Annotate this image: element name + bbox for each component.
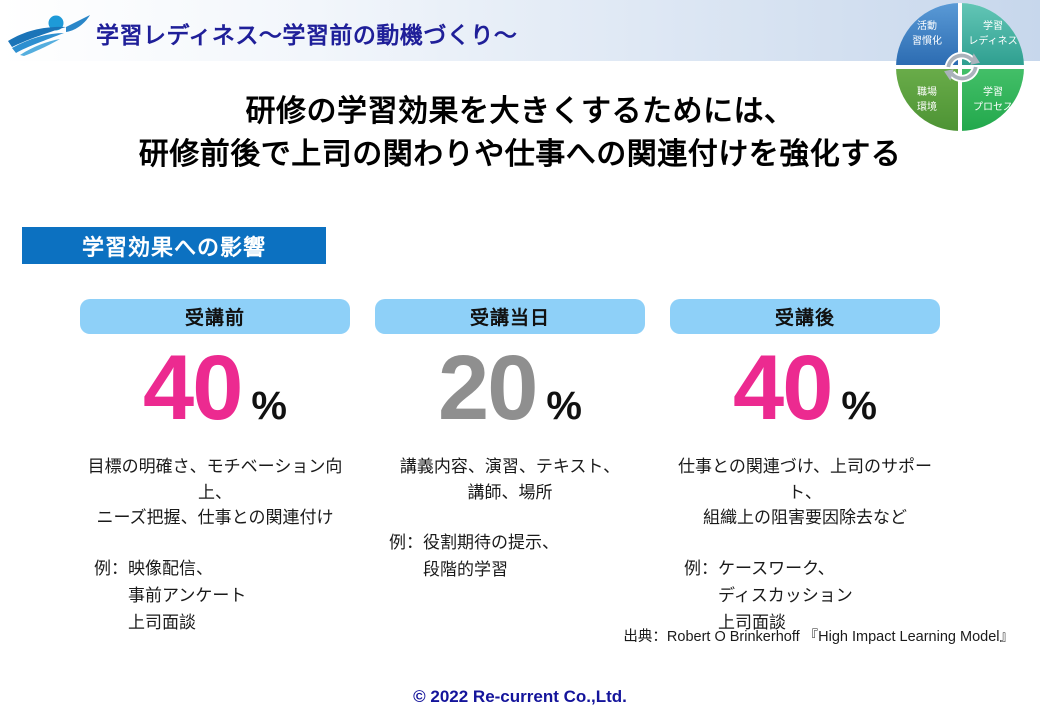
copyright-footer: © 2022 Re-current Co.,Ltd.	[413, 687, 627, 706]
quadrant-label: 学習	[983, 21, 1003, 32]
quadrant-label: 環境	[917, 102, 937, 113]
percentage-unit: %	[546, 384, 582, 428]
percentage-number: 40	[143, 337, 243, 439]
cycle-arrows-icon	[944, 51, 980, 83]
percentage-unit: %	[841, 384, 877, 428]
quadrant-label: プロセス	[973, 102, 1013, 113]
example-prefix: 例：	[684, 558, 718, 578]
quadrant-label: レディネス	[968, 36, 1018, 47]
headline-line2: 研修前後で上司の関わりや仕事への関連付けを強化する	[138, 138, 902, 171]
headline: 研修の学習効果を大きくするためには、 研修前後で上司の関わりや仕事への関連付けを…	[0, 90, 1040, 176]
source-citation: 出典：Robert O Brinkerhoff 『High Impact Lea…	[623, 629, 1014, 645]
percentage-number: 20	[438, 337, 538, 439]
percentage-value: 40 %	[670, 338, 940, 438]
quadrant-label: 活動	[917, 21, 937, 32]
quadrant-learning-readiness: 学習 レディネス	[962, 3, 1024, 65]
percentage-value: 40 %	[80, 338, 350, 438]
header: 学習レディネス～学習前の動機づくり～	[0, 0, 1040, 61]
percentage-value: 20 %	[375, 338, 645, 438]
cycle-diagram: 活動 習慣化 学習 レディネス 職場 環境 学習 プロセス	[896, 3, 1024, 131]
column-after-training: 受講後 40 % 仕事との関連づけ、上司のサポート、 組織上の阻害要因除去など …	[670, 299, 940, 636]
quadrant-label: 習慣化	[912, 36, 942, 47]
column-examples: 例： 映像配信、 事前アンケート 上司面談	[80, 555, 350, 637]
column-description: 講義内容、演習、テキスト、 講師、場所	[399, 457, 621, 502]
percentage-unit: %	[251, 384, 287, 428]
impact-columns: 受講前 40 % 目標の明確さ、モチベーション向上、 ニーズ把握、仕事との関連付…	[80, 299, 940, 636]
column-description: 仕事との関連づけ、上司のサポート、 組織上の阻害要因除去など	[678, 457, 932, 527]
column-training-day: 受講当日 20 % 講義内容、演習、テキスト、 講師、場所 例： 役割期待の提示…	[375, 299, 645, 636]
example-prefix: 例：	[94, 558, 128, 578]
example-lines: 役割期待の提示、 段階的学習	[423, 533, 559, 580]
column-header: 受講前	[80, 299, 350, 334]
quadrant-label: 学習	[983, 87, 1003, 98]
quadrant-learning-process: 学習 プロセス	[962, 69, 1024, 131]
column-header: 受講当日	[375, 299, 645, 334]
page-title: 学習レディネス～学習前の動機づくり～	[96, 22, 518, 48]
example-lines: ケースワーク、 ディスカッション 上司面談	[718, 558, 853, 632]
column-description: 目標の明確さ、モチベーション向上、 ニーズ把握、仕事との関連付け	[87, 457, 343, 527]
section-label: 学習効果への影響	[22, 227, 326, 264]
example-lines: 映像配信、 事前アンケート 上司面談	[128, 558, 247, 632]
percentage-number: 40	[733, 337, 833, 439]
column-examples: 例： 役割期待の提示、 段階的学習	[375, 529, 645, 583]
quadrant-label: 職場	[917, 87, 937, 98]
company-logo-icon	[8, 15, 90, 56]
column-header: 受講後	[670, 299, 940, 334]
column-before-training: 受講前 40 % 目標の明確さ、モチベーション向上、 ニーズ把握、仕事との関連付…	[80, 299, 350, 636]
column-examples: 例： ケースワーク、 ディスカッション 上司面談	[670, 555, 940, 637]
example-prefix: 例：	[389, 533, 423, 552]
headline-line1: 研修の学習効果を大きくするためには、	[245, 95, 795, 128]
